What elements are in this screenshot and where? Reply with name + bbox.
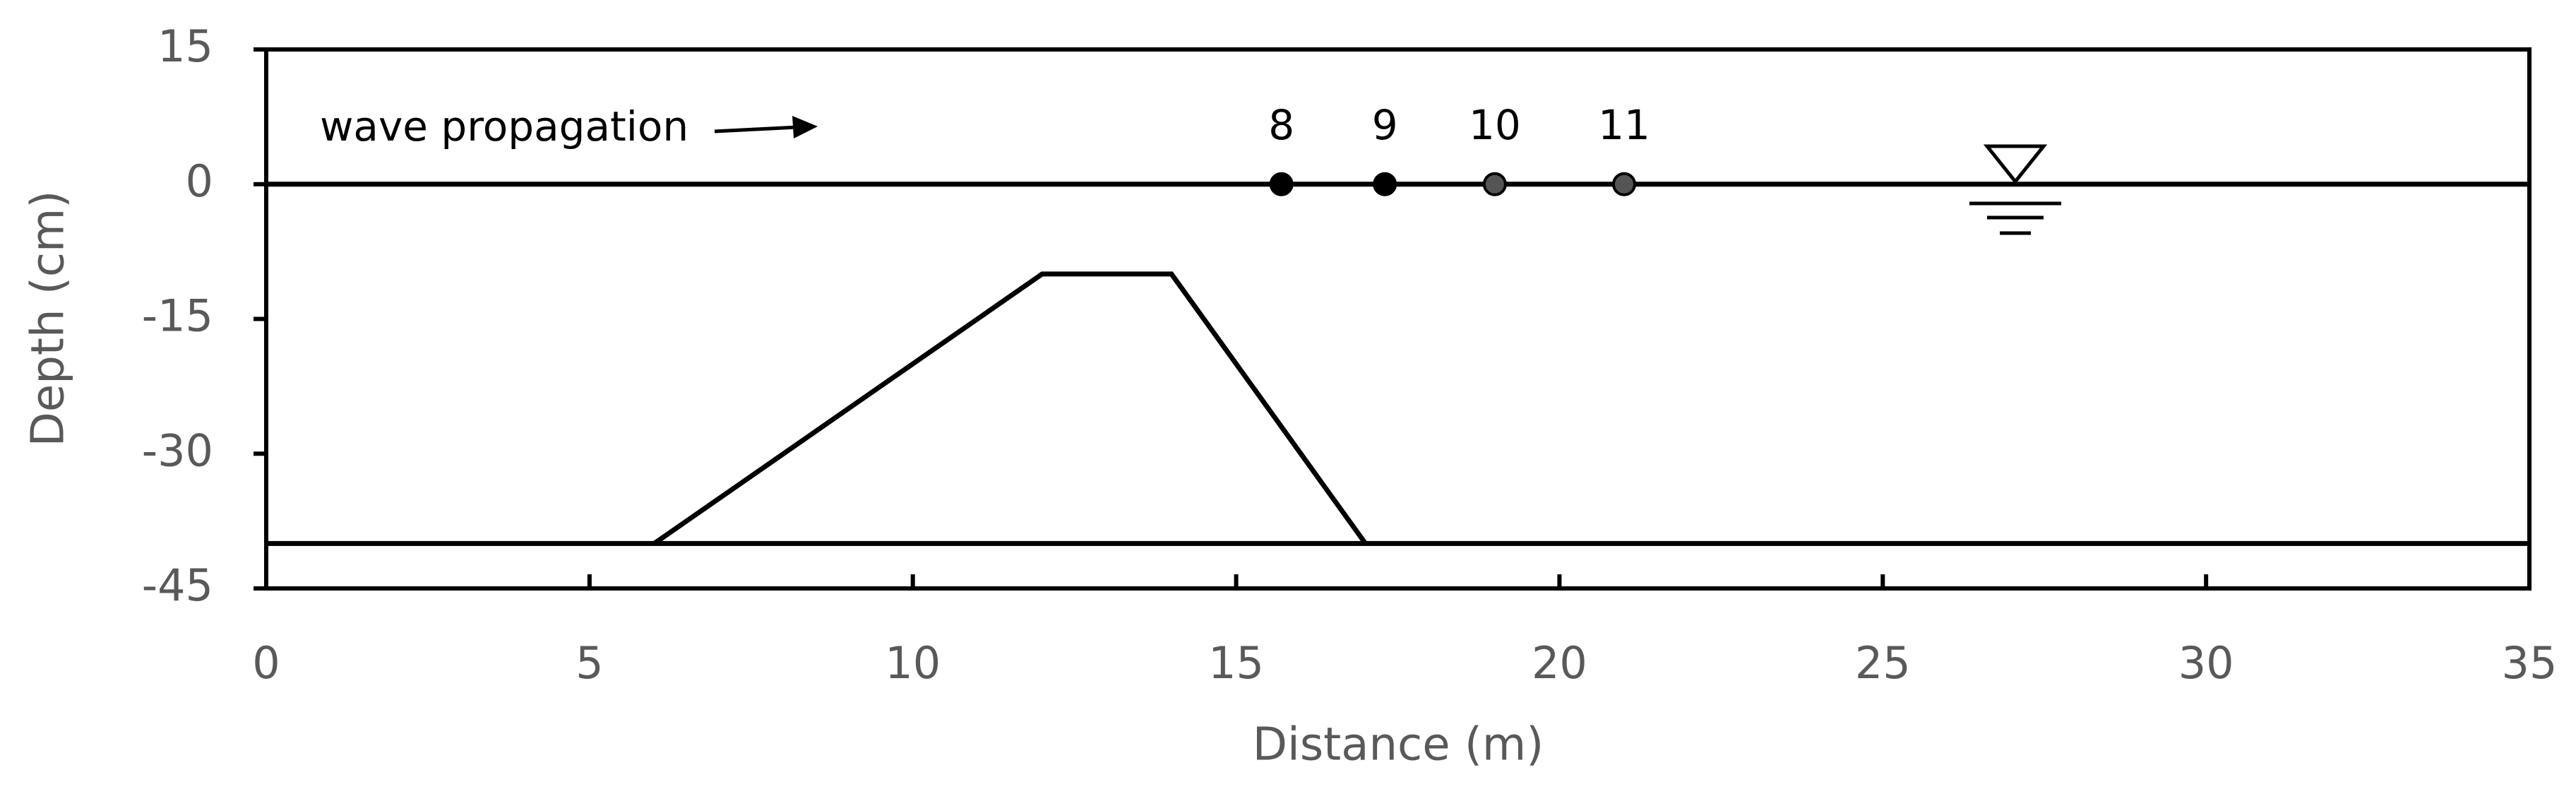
gauge-label: 11 [1598, 101, 1650, 149]
y-axis-title: Depth (cm) [23, 191, 75, 447]
x-tick-label: 0 [252, 637, 280, 689]
y-tick-label: -45 [142, 559, 213, 611]
x-axis-title: Distance (m) [1253, 719, 1544, 771]
water-level-symbol [1969, 144, 2061, 235]
x-tick-label: 5 [576, 637, 603, 689]
y-tick-label: -30 [142, 425, 213, 476]
y-tick-label: 0 [186, 155, 213, 207]
gauge-label: 9 [1372, 101, 1398, 149]
gauge-label: 10 [1469, 101, 1521, 149]
y-tick-label: 15 [157, 20, 213, 72]
x-tick-label: 25 [1855, 637, 1911, 689]
annotation: wave propagation [320, 102, 688, 150]
gauge-point [1373, 172, 1397, 196]
y-tick-label: -15 [142, 290, 213, 342]
x-tick-label: 30 [2178, 637, 2234, 689]
gauge-label: 8 [1268, 101, 1294, 149]
x-tick-label: 10 [885, 637, 941, 689]
x-tick-label: 20 [1532, 637, 1587, 689]
arrow [714, 116, 818, 138]
gauge-point [1269, 172, 1294, 196]
x-tick-label: 15 [1208, 637, 1264, 689]
gauge-point [1482, 172, 1507, 196]
x-tick-label: 35 [2502, 637, 2558, 689]
gauge-point [1612, 172, 1636, 196]
line [652, 271, 1368, 546]
